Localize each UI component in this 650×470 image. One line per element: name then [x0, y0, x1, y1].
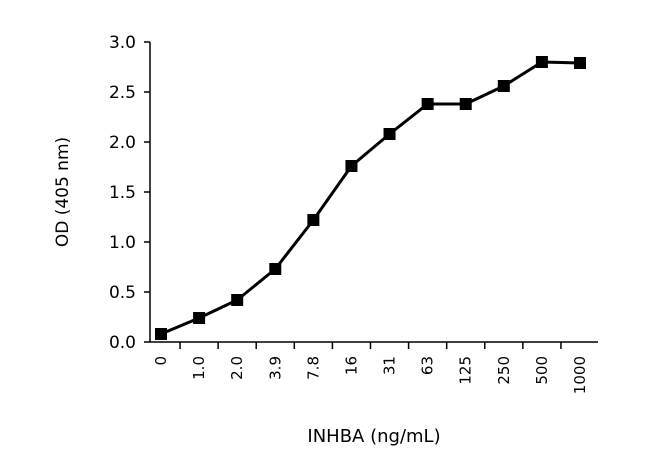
data-point-marker: [345, 160, 358, 172]
x-tick-label: 16: [342, 356, 360, 375]
data-point-marker: [497, 80, 510, 92]
data-point-marker: [193, 312, 206, 324]
data-point-marker: [459, 98, 472, 110]
data-point-marker: [421, 98, 434, 110]
y-tick-label: 2.0: [109, 133, 136, 153]
x-tick-label: 3.9: [266, 356, 284, 380]
x-tick-label: 2.0: [228, 356, 246, 380]
y-tick-label: 0.0: [109, 333, 136, 353]
data-point-marker: [269, 263, 282, 275]
series-line: [160, 60, 581, 336]
x-tick-label: 250: [495, 356, 513, 385]
y-tick-label: 1.0: [109, 233, 136, 253]
x-ticks: 0 1.0 2.0 3.9 7.8 16 31 63 125 250 500 1000: [152, 342, 589, 394]
x-tick-label: 1000: [571, 356, 589, 394]
x-tick-label: 7.8: [304, 356, 322, 380]
x-tick-label: 31: [381, 356, 399, 375]
data-point-marker: [535, 56, 548, 68]
data-point-marker: [383, 128, 396, 140]
y-tick-label: 3.0: [109, 33, 136, 53]
axes: [149, 42, 598, 343]
x-tick-label: 1.0: [190, 356, 208, 380]
series: [155, 56, 586, 340]
y-tick-label: 0.5: [109, 283, 136, 303]
data-point-marker: [307, 214, 320, 226]
x-tick-label: 125: [457, 356, 475, 385]
y-ticks: 0.0 0.5 1.0 1.5 2.0 2.5 3.0: [109, 33, 150, 353]
y-tick-label: 2.5: [109, 83, 136, 103]
y-axis-title: OD (405 nm): [53, 137, 73, 247]
x-tick-label: 63: [419, 356, 437, 375]
x-tick-label: 500: [533, 356, 551, 385]
y-tick-label: 1.5: [109, 183, 136, 203]
data-point-marker: [231, 294, 244, 306]
data-point-marker: [574, 57, 586, 69]
x-tick-label: 0: [152, 356, 170, 366]
x-axis-title: INHBA (ng/mL): [307, 426, 440, 447]
data-point-marker: [155, 328, 167, 340]
